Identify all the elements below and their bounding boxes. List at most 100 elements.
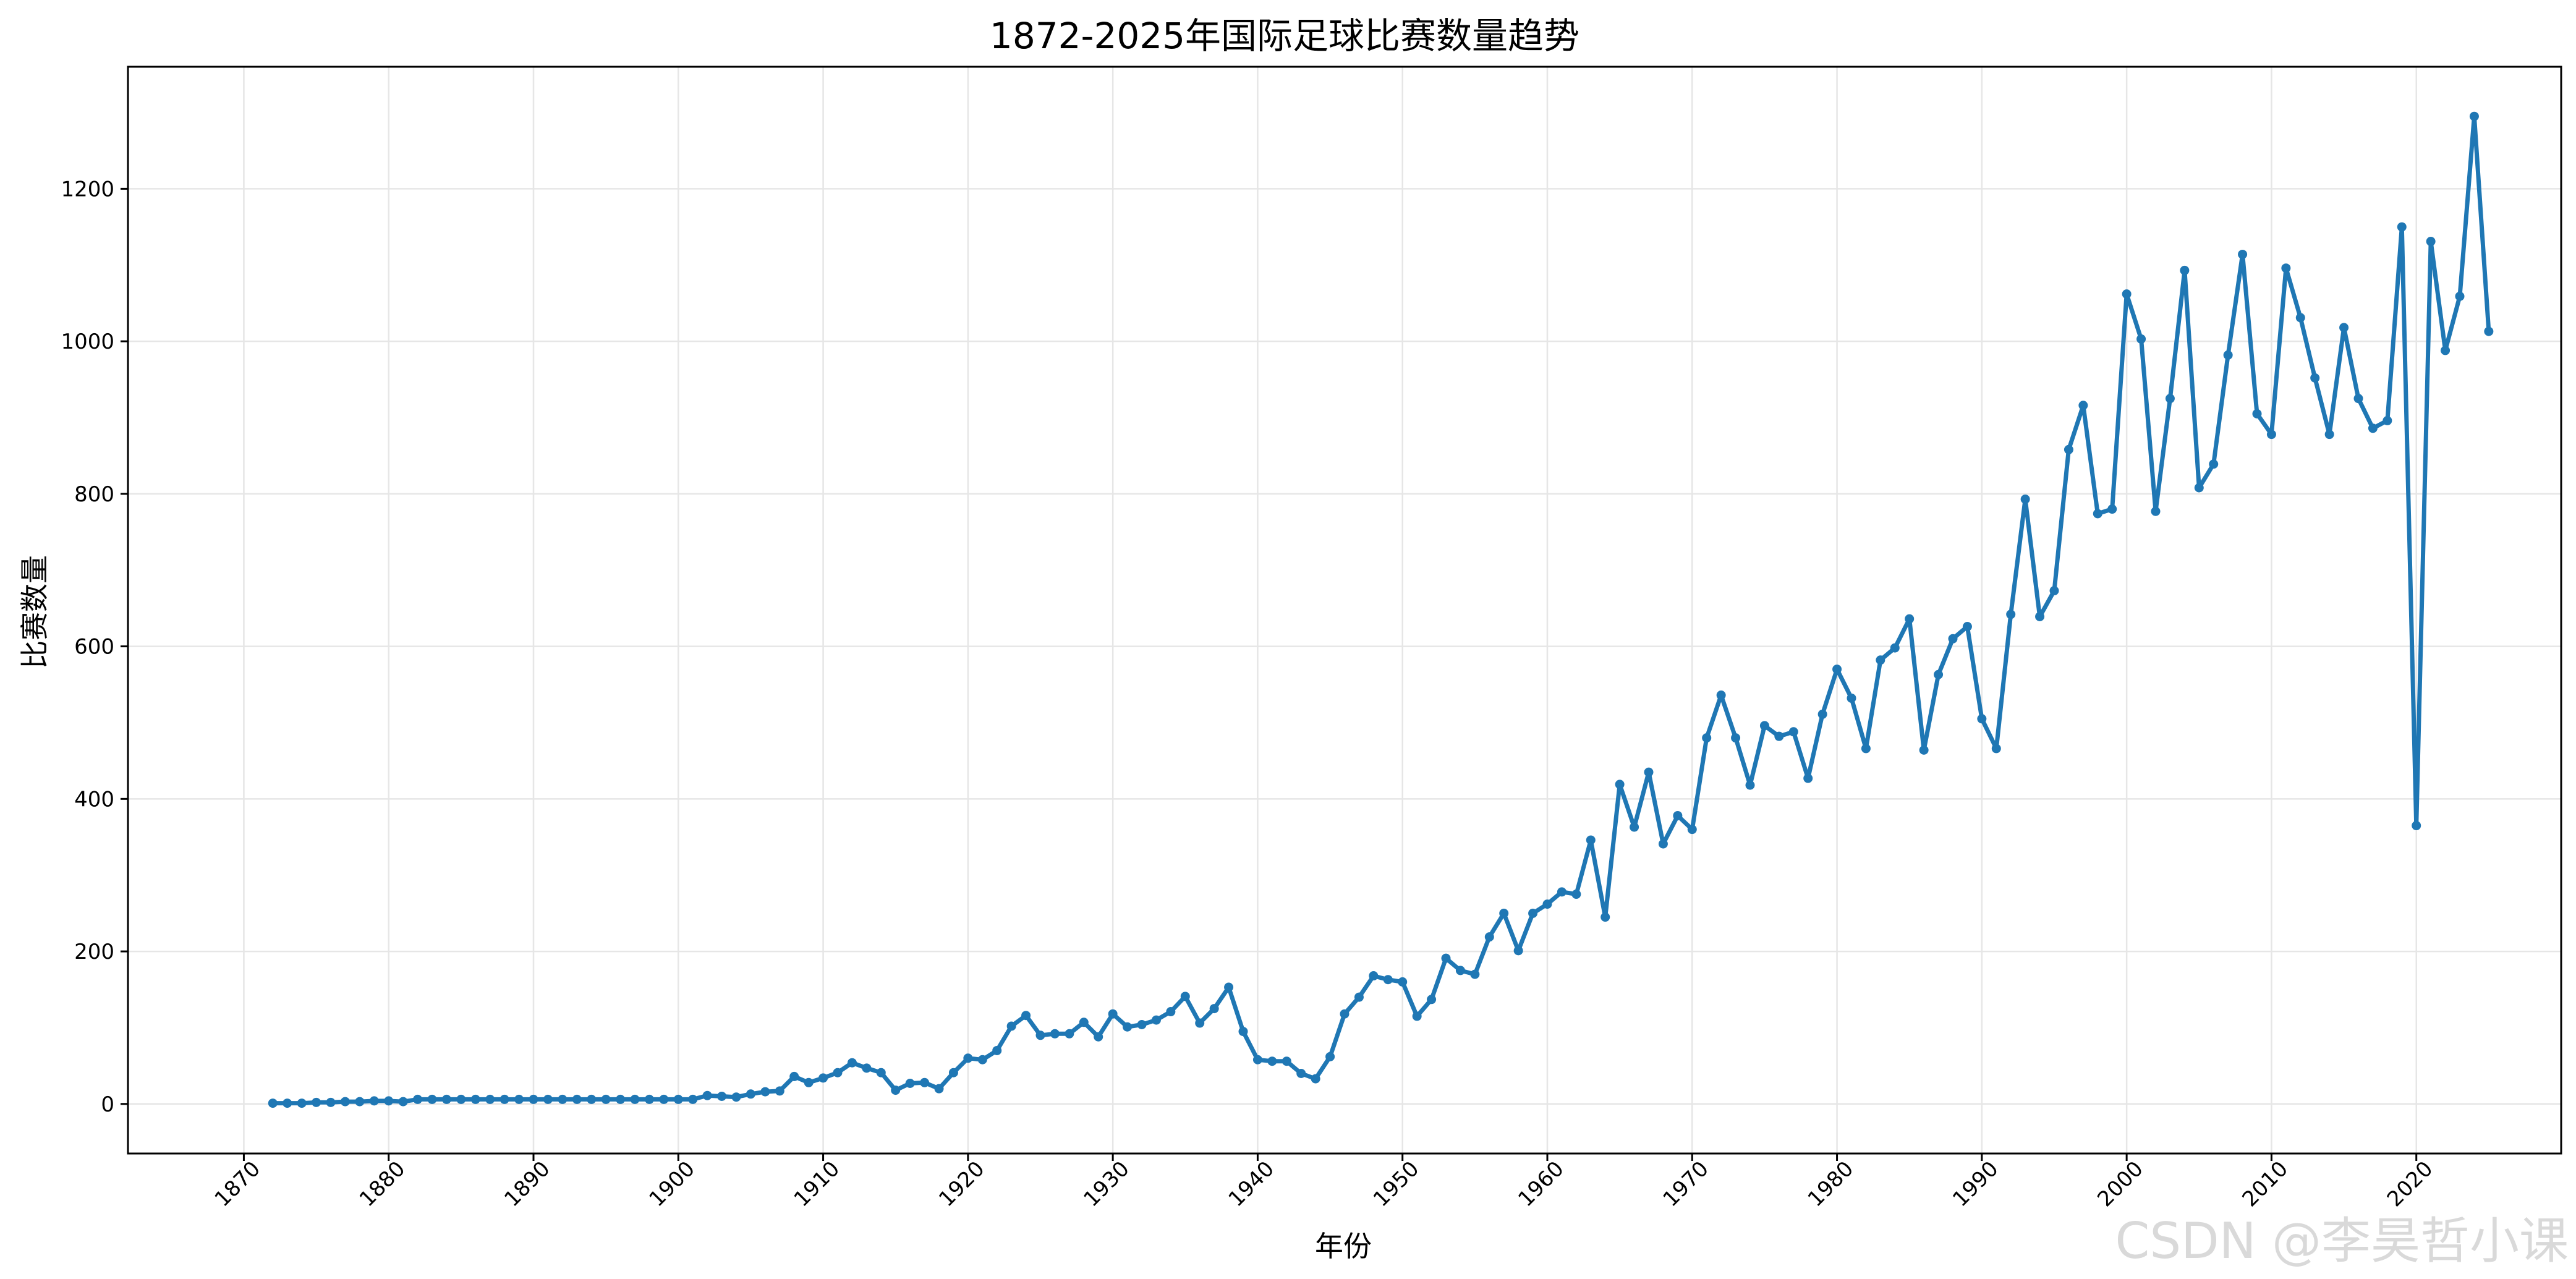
data-point (862, 1063, 872, 1073)
data-point (427, 1094, 437, 1104)
data-point (1209, 1004, 1219, 1014)
data-point (2064, 444, 2073, 454)
data-point (789, 1071, 799, 1081)
data-point (876, 1068, 886, 1077)
data-point (2238, 249, 2248, 259)
data-point (1267, 1056, 1277, 1066)
data-point (1716, 690, 1726, 700)
x-tick-label: 1990 (1948, 1157, 2003, 1212)
data-point (1832, 665, 1842, 674)
data-point (297, 1098, 307, 1108)
data-point (1991, 744, 2001, 754)
data-point (1252, 1055, 1262, 1064)
data-point (1484, 932, 1494, 942)
data-point (1803, 773, 1813, 783)
data-point (746, 1089, 755, 1099)
data-point (847, 1058, 857, 1068)
x-tick-label: 1870 (210, 1157, 265, 1212)
data-point (529, 1094, 538, 1104)
data-point (934, 1084, 944, 1094)
data-point (268, 1098, 278, 1108)
y-axis-label: 比赛数量 (18, 555, 51, 669)
data-point (1934, 669, 1944, 679)
y-tick-label: 0 (101, 1092, 114, 1117)
x-tick-label: 1880 (355, 1157, 410, 1212)
data-point (1586, 835, 1596, 845)
data-point (1195, 1018, 1205, 1028)
data-point (717, 1091, 727, 1101)
data-point (1644, 767, 1654, 777)
data-point (2281, 263, 2291, 273)
data-point (2353, 394, 2363, 404)
data-point (2223, 350, 2233, 360)
data-point (384, 1096, 394, 1106)
data-point (2093, 509, 2102, 519)
data-point (891, 1086, 901, 1095)
data-point (833, 1068, 843, 1077)
data-point (456, 1094, 466, 1104)
data-point (1123, 1022, 1133, 1032)
data-point (312, 1097, 321, 1107)
data-point (659, 1094, 669, 1104)
data-point (2165, 394, 2175, 404)
data-point (1542, 899, 1552, 909)
data-point (1383, 975, 1393, 985)
data-point (1065, 1029, 1074, 1039)
data-point (2324, 430, 2334, 440)
y-tick-label: 600 (74, 635, 114, 660)
data-point (1499, 908, 1509, 918)
x-tick-label: 1900 (644, 1157, 699, 1212)
data-point (1470, 969, 1480, 979)
data-point (688, 1094, 698, 1104)
data-point (1948, 634, 1958, 644)
data-point (1137, 1020, 1147, 1030)
data-point (2194, 483, 2204, 493)
x-tick-label: 1890 (499, 1157, 555, 1212)
data-point (963, 1053, 973, 1063)
data-point (2020, 494, 2030, 504)
data-point (1412, 1011, 1422, 1021)
data-point (2484, 326, 2494, 336)
data-point (920, 1077, 930, 1087)
data-point (326, 1097, 336, 1107)
data-point (2426, 237, 2436, 247)
data-point (1905, 614, 1915, 624)
data-point (1151, 1015, 1161, 1025)
data-point (2006, 610, 2016, 619)
data-point (398, 1097, 408, 1107)
data-point (2412, 821, 2421, 831)
data-point (977, 1055, 987, 1064)
data-point (1238, 1027, 1248, 1037)
data-point (1861, 744, 1871, 754)
data-point (2266, 430, 2276, 440)
data-point (1166, 1007, 1176, 1017)
data-point (1427, 995, 1437, 1005)
data-point (1600, 912, 1610, 922)
data-point (2078, 401, 2088, 410)
data-point (905, 1079, 915, 1089)
data-point (1513, 946, 1523, 956)
data-point (1035, 1030, 1045, 1040)
data-point (2252, 409, 2262, 419)
data-point (702, 1090, 712, 1100)
data-point (760, 1087, 770, 1097)
x-axis-label: 年份 (1315, 1230, 1372, 1263)
data-point (1774, 731, 1784, 741)
data-series (268, 111, 2494, 1108)
data-point (992, 1045, 1002, 1055)
x-tick-label: 2010 (2238, 1157, 2293, 1212)
data-point (2049, 586, 2059, 596)
grid-lines (128, 67, 2561, 1154)
data-point (558, 1094, 567, 1104)
data-point (804, 1077, 814, 1087)
data-point (2107, 504, 2117, 514)
x-tick-label: 1980 (1803, 1157, 1858, 1212)
data-point (2383, 415, 2392, 425)
data-point (1079, 1018, 1089, 1027)
y-tick-label: 200 (74, 940, 114, 964)
data-point (355, 1097, 365, 1107)
data-point (1571, 890, 1581, 899)
data-point (340, 1097, 350, 1107)
data-point (1282, 1056, 1291, 1066)
data-point (1441, 953, 1451, 963)
